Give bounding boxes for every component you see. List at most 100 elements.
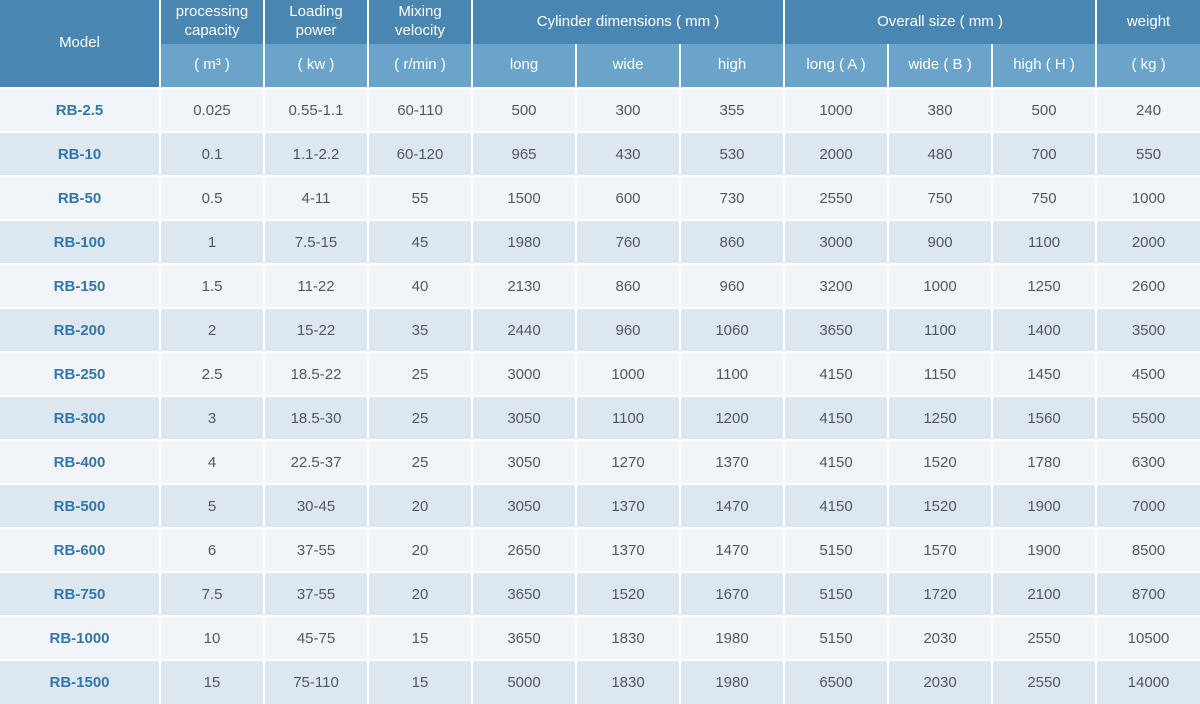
model-cell: RB-750 bbox=[0, 571, 161, 616]
value-cell: 4150 bbox=[784, 395, 890, 440]
value-cell: 1560 bbox=[992, 395, 1098, 440]
value-cell: 750 bbox=[992, 175, 1098, 220]
value-cell: 4150 bbox=[784, 439, 890, 484]
value-cell: 7000 bbox=[1096, 483, 1200, 528]
value-cell: 40 bbox=[368, 263, 473, 308]
value-cell: 25 bbox=[368, 351, 473, 396]
value-cell: 965 bbox=[472, 131, 577, 176]
table-row: RB-750 7.5 37-55 20 3650 1520 1670 5150 1720 2100… bbox=[0, 571, 1200, 616]
value-cell: 30-45 bbox=[264, 483, 369, 528]
value-cell: 1830 bbox=[576, 615, 681, 660]
value-cell: 18.5-30 bbox=[264, 395, 369, 440]
model-cell: RB-300 bbox=[0, 395, 161, 440]
value-cell: 3650 bbox=[784, 307, 890, 352]
value-cell: 7.5-15 bbox=[264, 219, 369, 264]
model-cell: RB-150 bbox=[0, 263, 161, 308]
value-cell: 37-55 bbox=[264, 571, 369, 616]
value-cell: 2440 bbox=[472, 307, 577, 352]
value-cell: 18.5-22 bbox=[264, 351, 369, 396]
value-cell: 3050 bbox=[472, 483, 577, 528]
value-cell: 5150 bbox=[784, 571, 890, 616]
value-cell: 55 bbox=[368, 175, 473, 220]
value-cell: 1470 bbox=[680, 527, 786, 572]
value-cell: 1000 bbox=[576, 351, 681, 396]
value-cell: 3650 bbox=[472, 615, 577, 660]
value-cell: 1250 bbox=[992, 263, 1098, 308]
value-cell: 1720 bbox=[888, 571, 994, 616]
value-cell: 1200 bbox=[680, 395, 786, 440]
value-cell: 14000 bbox=[1096, 659, 1200, 704]
table-row: RB-150 1.5 11-22 40 2130 860 960 3200 1000 1250 26… bbox=[0, 263, 1200, 308]
value-cell: 45 bbox=[368, 219, 473, 264]
table-row: RB-200 2 15-22 35 2440 960 1060 3650 1100 1400 350… bbox=[0, 307, 1200, 352]
value-cell: 5000 bbox=[472, 659, 577, 704]
value-cell: 1900 bbox=[992, 527, 1098, 572]
unit-weight: ( kg ) bbox=[1096, 44, 1200, 88]
unit-capacity: ( m³ ) bbox=[160, 44, 265, 88]
value-cell: 700 bbox=[992, 131, 1098, 176]
table-row: RB-300 3 18.5-30 25 3050 1100 1200 4150 1250 1560… bbox=[0, 395, 1200, 440]
value-cell: 3000 bbox=[784, 219, 890, 264]
value-cell: 3000 bbox=[472, 351, 577, 396]
value-cell: 20 bbox=[368, 483, 473, 528]
value-cell: 8500 bbox=[1096, 527, 1200, 572]
value-cell: 1980 bbox=[680, 615, 786, 660]
value-cell: 45-75 bbox=[264, 615, 369, 660]
value-cell: 20 bbox=[368, 527, 473, 572]
value-cell: 4 bbox=[160, 439, 265, 484]
value-cell: 730 bbox=[680, 175, 786, 220]
value-cell: 2100 bbox=[992, 571, 1098, 616]
value-cell: 1520 bbox=[888, 483, 994, 528]
subcolumn-overall-high: high ( H ) bbox=[992, 44, 1098, 88]
model-cell: RB-50 bbox=[0, 175, 161, 220]
value-cell: 2130 bbox=[472, 263, 577, 308]
value-cell: 1830 bbox=[576, 659, 681, 704]
value-cell: 10 bbox=[160, 615, 265, 660]
value-cell: 15 bbox=[160, 659, 265, 704]
model-cell: RB-200 bbox=[0, 307, 161, 352]
value-cell: 2650 bbox=[472, 527, 577, 572]
value-cell: 600 bbox=[576, 175, 681, 220]
table-row: RB-10 0.1 1.1-2.2 60-120 965 430 530 2000 480 700… bbox=[0, 131, 1200, 176]
table-row: RB-250 2.5 18.5-22 25 3000 1000 1100 4150 1150 14… bbox=[0, 351, 1200, 396]
model-cell: RB-600 bbox=[0, 527, 161, 572]
value-cell: 7.5 bbox=[160, 571, 265, 616]
value-cell: 2550 bbox=[992, 659, 1098, 704]
value-cell: 355 bbox=[680, 87, 786, 132]
value-cell: 2550 bbox=[784, 175, 890, 220]
value-cell: 1570 bbox=[888, 527, 994, 572]
value-cell: 5150 bbox=[784, 527, 890, 572]
value-cell: 750 bbox=[888, 175, 994, 220]
value-cell: 37-55 bbox=[264, 527, 369, 572]
header-row-sub: ( m³ ) ( kw ) ( r/min ) long wide high l… bbox=[0, 44, 1200, 88]
value-cell: 2.5 bbox=[160, 351, 265, 396]
value-cell: 15 bbox=[368, 615, 473, 660]
value-cell: 1500 bbox=[472, 175, 577, 220]
unit-velocity: ( r/min ) bbox=[368, 44, 473, 88]
column-header-power: Loading power bbox=[264, 0, 369, 44]
value-cell: 75-110 bbox=[264, 659, 369, 704]
value-cell: 900 bbox=[888, 219, 994, 264]
value-cell: 1250 bbox=[888, 395, 994, 440]
value-cell: 15 bbox=[368, 659, 473, 704]
value-cell: 3500 bbox=[1096, 307, 1200, 352]
value-cell: 550 bbox=[1096, 131, 1200, 176]
value-cell: 1370 bbox=[576, 527, 681, 572]
column-header-weight: weight bbox=[1096, 0, 1200, 44]
value-cell: 1060 bbox=[680, 307, 786, 352]
value-cell: 3650 bbox=[472, 571, 577, 616]
value-cell: 15-22 bbox=[264, 307, 369, 352]
column-group-cylinder-dimensions: Cylinder dimensions ( mm ) bbox=[472, 0, 786, 44]
model-cell: RB-1000 bbox=[0, 615, 161, 660]
value-cell: 4150 bbox=[784, 483, 890, 528]
value-cell: 0.1 bbox=[160, 131, 265, 176]
table-row: RB-600 6 37-55 20 2650 1370 1470 5150 1570 1900 85… bbox=[0, 527, 1200, 572]
value-cell: 4-11 bbox=[264, 175, 369, 220]
value-cell: 1370 bbox=[680, 439, 786, 484]
value-cell: 10500 bbox=[1096, 615, 1200, 660]
value-cell: 2550 bbox=[992, 615, 1098, 660]
value-cell: 960 bbox=[576, 307, 681, 352]
value-cell: 3050 bbox=[472, 395, 577, 440]
value-cell: 2600 bbox=[1096, 263, 1200, 308]
